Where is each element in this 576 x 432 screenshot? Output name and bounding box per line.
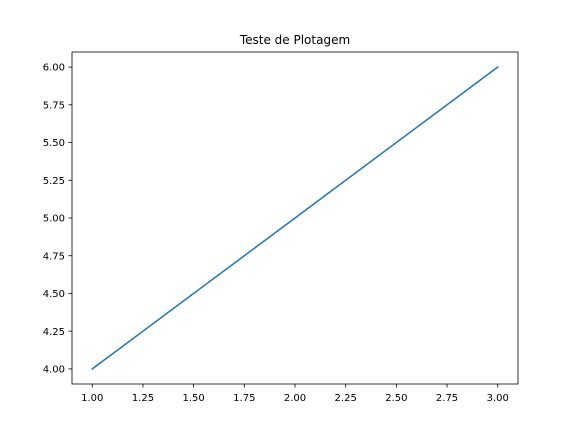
x-tick-label: 1.25 [132, 393, 154, 404]
plot-frame [71, 51, 519, 385]
y-tick-label: 5.75 [43, 100, 65, 111]
y-tick-label: 4.75 [43, 251, 65, 262]
y-tick-label: 4.50 [43, 289, 65, 300]
y-tick-label: 5.50 [43, 138, 65, 149]
chart-title: Teste de Plotagem [239, 33, 350, 47]
y-tick-label: 5.00 [43, 214, 65, 225]
series-layer [91, 66, 499, 370]
x-tick-label: 2.50 [385, 393, 407, 404]
y-tick-label: 5.25 [43, 176, 65, 187]
y-axis: 4.00 4.25 4.50 4.75 5.00 5.25 5.50 5.75 6.00 [43, 63, 72, 376]
y-tick-label: 4.00 [43, 365, 65, 376]
x-tick-label: 3.00 [487, 393, 509, 404]
x-axis: 1.00 1.25 1.50 1.75 2.00 2.25 2.50 2.75 3.00 [81, 384, 509, 404]
x-tick-label: 1.75 [233, 393, 255, 404]
x-tick-label: 2.00 [284, 393, 306, 404]
x-tick-label: 1.50 [183, 393, 205, 404]
x-tick-label: 1.00 [81, 393, 103, 404]
x-tick-label: 2.75 [436, 393, 458, 404]
y-tick-label: 6.00 [43, 63, 65, 74]
series-line-1 [91, 66, 499, 370]
y-tick-label: 4.25 [43, 327, 65, 338]
x-tick-label: 2.25 [335, 393, 357, 404]
